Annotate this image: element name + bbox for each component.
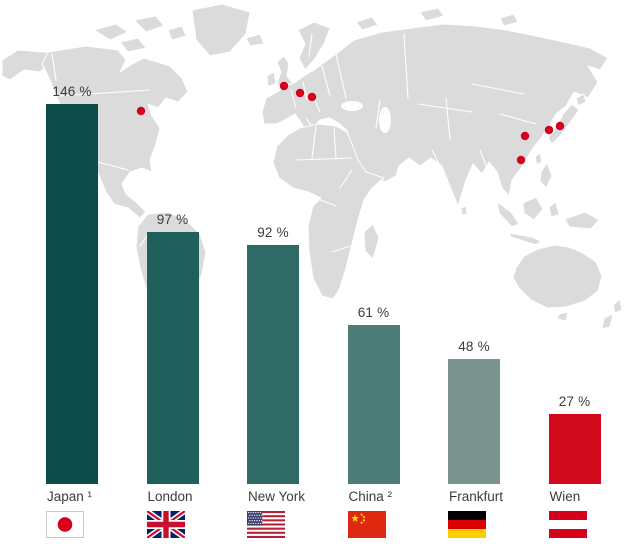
city-marker	[544, 125, 554, 135]
bar-london	[146, 232, 199, 484]
city-label: Japan ¹	[47, 489, 93, 504]
city-marker	[555, 121, 565, 131]
bar-value-label: 146 %	[52, 84, 92, 99]
city-label: London	[147, 489, 193, 504]
bar-new-york	[247, 245, 299, 484]
chart-column-frankfurt: 48 % Frankfurt	[448, 0, 504, 549]
city-marker	[520, 131, 530, 141]
bar-china	[347, 325, 400, 484]
flag-japan-icon	[46, 511, 84, 538]
chart-column-london: 97 % London	[146, 0, 199, 549]
city-marker	[136, 106, 146, 116]
city-marker	[279, 81, 289, 91]
city-label: China ²	[348, 489, 393, 504]
bar-value-label: 97 %	[156, 212, 189, 227]
bar-value-label: 61 %	[357, 305, 390, 320]
bar-value-label: 48 %	[458, 339, 490, 354]
flag-china-icon	[347, 511, 386, 538]
city-markers	[136, 81, 565, 165]
bar-japan	[46, 104, 98, 484]
bar-wien	[548, 414, 601, 484]
flag-wien-icon	[548, 511, 587, 538]
flag-new-york-icon	[247, 511, 285, 538]
city-label: New York	[248, 489, 306, 504]
chart-column-new-york: 92 % New York	[247, 0, 305, 549]
chart-column-japan: 146 % Japan ¹	[46, 0, 98, 549]
city-label: Wien	[549, 489, 581, 504]
city-marker	[307, 92, 317, 102]
city-marker	[295, 88, 305, 98]
city-label: Frankfurt	[449, 489, 504, 504]
bar-frankfurt	[448, 359, 500, 484]
bar-value-label: 27 %	[558, 394, 591, 409]
chart-column-wien: 27 % Wien	[548, 0, 601, 549]
bar-value-label: 92 %	[257, 225, 289, 240]
city-marker	[516, 155, 526, 165]
chart-column-china: 61 % China ²	[347, 0, 400, 549]
flag-london-icon	[146, 511, 185, 538]
flag-frankfurt-icon	[448, 511, 486, 538]
